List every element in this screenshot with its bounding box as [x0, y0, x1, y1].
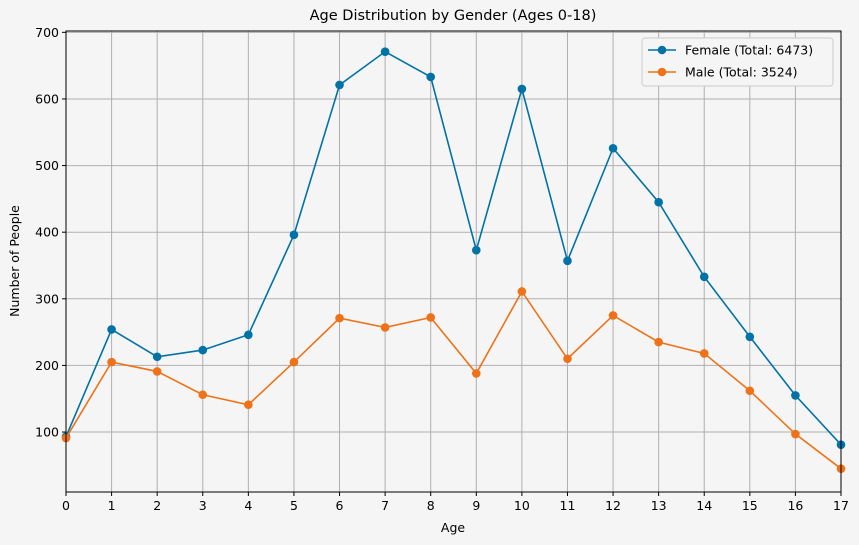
series-line: [65, 289, 842, 470]
data-point: [563, 354, 572, 364]
data-point: [517, 287, 527, 296]
plot-area: [66, 31, 841, 492]
legend: Female (Total: 6473) Male (Total: 3524): [641, 37, 834, 87]
data-point: [471, 369, 481, 378]
data-point: [289, 357, 299, 367]
series-line: [65, 50, 842, 446]
legend-item: Female (Total: 6473): [648, 43, 813, 58]
grid-lines: [65, 31, 842, 492]
y-tick-label: 200: [35, 358, 59, 373]
data-point: [654, 337, 663, 347]
data-point: [517, 84, 527, 94]
legend-marker: [657, 45, 667, 55]
x-tick-label: 2: [153, 498, 161, 513]
x-tick-label: 1: [108, 498, 116, 513]
y-tick-label: 700: [35, 25, 59, 40]
y-tick-label: 100: [35, 425, 59, 440]
data-point: [244, 330, 253, 340]
data-point: [335, 80, 344, 90]
legend-box: [641, 37, 834, 87]
x-tick-label: 14: [696, 498, 712, 513]
chart-title: Age Distribution by Gender (Ages 0-18): [310, 8, 597, 24]
data-point: [380, 323, 390, 332]
data-point: [699, 272, 709, 282]
legend-item: Male (Total: 3524): [648, 65, 798, 80]
x-tick-label: 10: [514, 498, 530, 513]
data-point: [791, 429, 800, 439]
data-point: [426, 313, 436, 322]
data-point: [791, 391, 800, 400]
data-point: [152, 352, 162, 362]
series-layer: [61, 47, 846, 473]
x-tick-label: 0: [62, 498, 70, 513]
data-point: [608, 143, 618, 153]
data-point: [152, 367, 162, 376]
data-point: [608, 311, 618, 320]
x-tick-label: 5: [290, 498, 298, 513]
data-point: [335, 313, 344, 323]
y-tick-label: 400: [35, 225, 59, 240]
legend-label: Male (Total: 3524): [685, 65, 798, 80]
y-tick-label: 500: [35, 158, 59, 173]
x-tick-label: 9: [472, 498, 480, 513]
x-tick-label: 4: [244, 498, 252, 513]
y-axis-title: Number of People: [7, 205, 22, 317]
x-tick-label: 17: [833, 498, 849, 513]
data-point: [244, 400, 253, 410]
x-tick-label: 6: [336, 498, 344, 513]
x-tick-label: 7: [381, 498, 389, 513]
axes: 0 1 2 3 4 5 6 7 8 9 10 11 12 13 14 15 16 1710020030040050…: [35, 25, 849, 513]
x-axis-title: Age: [441, 520, 465, 535]
data-point: [289, 230, 299, 240]
data-point: [198, 345, 208, 355]
data-point: [699, 349, 709, 358]
data-point: [198, 390, 208, 400]
data-point: [745, 332, 755, 342]
x-tick-label: 13: [651, 498, 667, 513]
plot-frame: [65, 30, 842, 493]
data-point: [426, 72, 436, 82]
legend-marker: [657, 67, 667, 77]
series-male: [61, 287, 846, 473]
x-tick-label: 8: [427, 498, 435, 513]
x-tick-label: 16: [787, 498, 803, 513]
x-tick-label: 3: [199, 498, 207, 513]
y-tick-label: 600: [35, 91, 59, 106]
legend-label: Female (Total: 6473): [685, 43, 813, 58]
data-point: [654, 197, 663, 207]
data-point: [471, 245, 481, 255]
data-point: [107, 325, 116, 334]
x-tick-label: 15: [742, 498, 758, 513]
x-tick-label: 11: [560, 498, 576, 513]
data-point: [563, 256, 572, 266]
x-tick-label: 12: [605, 498, 621, 513]
data-point: [380, 47, 390, 56]
data-point: [745, 386, 755, 396]
y-tick-label: 300: [35, 291, 59, 306]
data-point: [107, 357, 116, 367]
